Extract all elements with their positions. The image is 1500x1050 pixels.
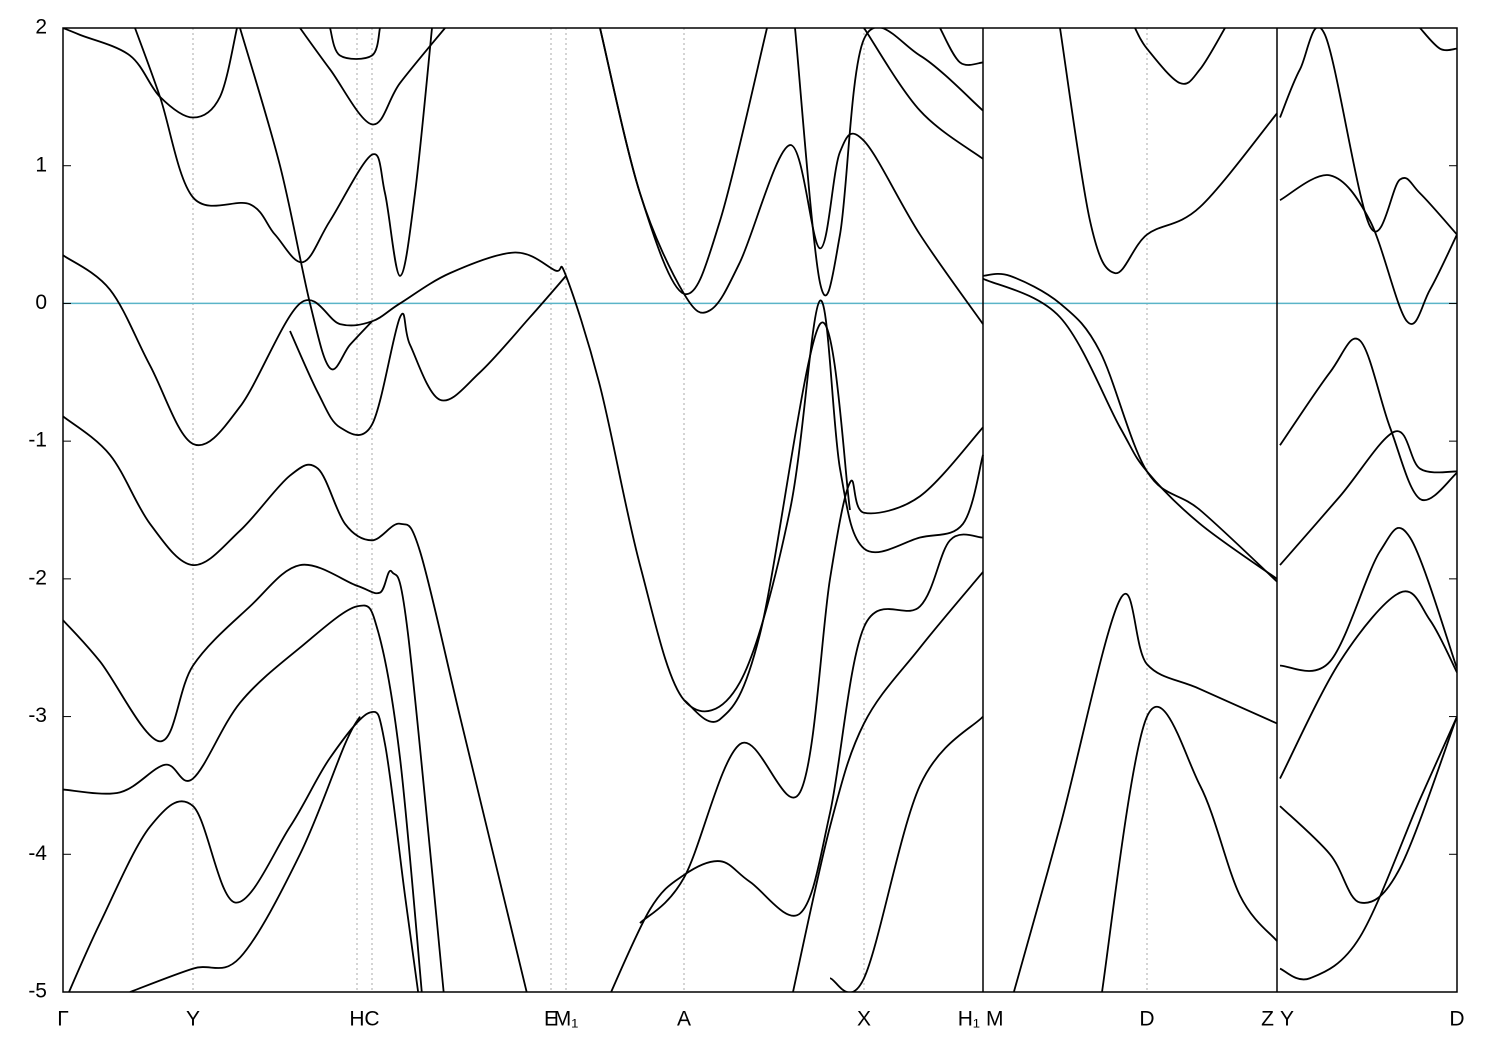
band-line [329, 28, 381, 60]
band-line [1101, 706, 1278, 992]
y-tick-label: -2 [28, 566, 47, 589]
band-line [599, 28, 984, 325]
band-line [1279, 590, 1457, 779]
band-line [683, 321, 851, 723]
band-line [610, 533, 984, 992]
band-line [63, 28, 238, 119]
band-line [1279, 28, 1457, 236]
band-line [63, 415, 528, 992]
band-line [1279, 337, 1457, 502]
x-tick-label: D [1139, 1008, 1154, 1031]
x-tick-label: D [1449, 1008, 1464, 1031]
y-tick-label: 1 [35, 153, 47, 176]
y-tick-label: -3 [28, 704, 47, 727]
x-tick-label: M₁ [554, 1008, 579, 1031]
x-tick-label: E [544, 1008, 558, 1031]
band-line [1134, 28, 1226, 85]
band-line [1059, 28, 1278, 275]
band-line [299, 28, 446, 126]
plot-frame [62, 27, 1458, 993]
band-line [982, 277, 1278, 580]
band-line [863, 28, 984, 160]
band-line [289, 275, 567, 436]
band-line [792, 571, 984, 992]
band-line [63, 563, 445, 992]
y-tick-label: -5 [28, 980, 47, 1003]
band-line [239, 28, 373, 371]
band-line [1279, 526, 1457, 672]
band-line [794, 28, 984, 297]
y-tick-label: 0 [35, 291, 47, 314]
band-line [68, 710, 420, 992]
x-tick-label: A [677, 1008, 691, 1031]
x-tick-label: Z [1261, 1008, 1274, 1031]
band-line [599, 28, 768, 295]
y-tick-label: -4 [28, 842, 47, 865]
x-tick-label: Γ [57, 1008, 69, 1031]
x-tick-label: M [986, 1008, 1004, 1031]
band-line [63, 251, 984, 713]
band-line [63, 604, 423, 992]
x-tick-label: Y [1280, 1008, 1294, 1031]
band-line [1279, 174, 1457, 325]
band-line [134, 28, 433, 277]
band-line [939, 28, 984, 66]
band-line [129, 716, 361, 992]
band-line [1279, 716, 1457, 904]
band-line [1279, 716, 1457, 981]
band-line [1279, 430, 1457, 566]
band-line [1419, 28, 1457, 52]
x-tick-label: C [364, 1008, 379, 1031]
band-line [829, 715, 984, 992]
band-line [982, 272, 1278, 583]
x-tick-label: H₁ [958, 1008, 980, 1031]
x-tick-label: H [349, 1008, 364, 1031]
grid [62, 28, 1458, 992]
x-tick-label: X [857, 1008, 871, 1031]
y-tick-label: -1 [28, 429, 47, 452]
y-tick-label: 2 [35, 16, 47, 39]
band-line [639, 426, 984, 924]
x-tick-label: Y [186, 1008, 200, 1031]
bands [63, 28, 1457, 992]
band-line [1012, 592, 1278, 992]
